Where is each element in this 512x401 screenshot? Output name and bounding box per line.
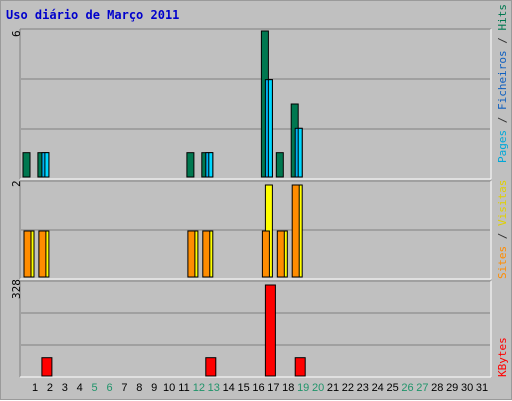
x-tick-label-16: 16 bbox=[252, 382, 265, 394]
x-tick-label-24: 24 bbox=[371, 382, 384, 394]
x-tick-label-25: 25 bbox=[386, 382, 399, 394]
x-tick-label-7: 7 bbox=[121, 382, 128, 394]
bar-kbytes-day-19 bbox=[294, 357, 306, 377]
x-tick-label-27: 27 bbox=[416, 382, 429, 394]
x-tick-label-26: 26 bbox=[401, 382, 414, 394]
panel1-ymax: 6 bbox=[10, 30, 23, 37]
bar-hits-day-18 bbox=[275, 152, 284, 178]
panel-3-bg bbox=[20, 281, 491, 377]
bar-sites-day-2 bbox=[38, 230, 47, 278]
x-tick-label-10: 10 bbox=[162, 382, 176, 394]
x-tick-label-29: 29 bbox=[446, 382, 459, 394]
bar-hits-day-1 bbox=[22, 152, 31, 178]
panel2-ymax: 2 bbox=[10, 180, 23, 187]
bar-pages-day-19 bbox=[297, 127, 303, 178]
bar-pages-day-13 bbox=[208, 152, 214, 178]
x-tick-label-19: 19 bbox=[297, 382, 310, 394]
bar-kbytes-day-17 bbox=[264, 284, 276, 377]
bar-pages-day-17 bbox=[267, 79, 273, 178]
x-tick-label-18: 18 bbox=[282, 382, 295, 394]
x-tick-label-30: 30 bbox=[460, 382, 474, 394]
x-tick-label-17: 17 bbox=[267, 382, 280, 394]
bar-sites-day-18 bbox=[276, 230, 285, 278]
bar-pages-day-2 bbox=[44, 152, 50, 178]
x-tick-label-1: 1 bbox=[31, 382, 39, 394]
x-tick-label-15: 15 bbox=[237, 382, 250, 394]
panel-1-bg bbox=[20, 29, 491, 179]
x-tick-label-31: 31 bbox=[475, 382, 489, 394]
bar-kbytes-day-2 bbox=[41, 357, 53, 377]
x-tick-label-20: 20 bbox=[311, 382, 325, 394]
x-tick-label-21: 21 bbox=[326, 382, 340, 394]
bar-sites-day-17 bbox=[261, 230, 270, 278]
legend-panel2: Sites / Visitas bbox=[496, 179, 509, 279]
legend-visitas: Visitas bbox=[496, 179, 509, 226]
x-tick-label-14: 14 bbox=[222, 382, 235, 394]
legend-panel1: Pages / Ficheiros / Hits bbox=[496, 4, 509, 163]
legend-hits: Hits bbox=[496, 4, 509, 31]
x-tick-label-9: 9 bbox=[151, 382, 158, 394]
panel3-ymax: 328 bbox=[10, 279, 23, 299]
x-tick-label-11: 11 bbox=[178, 382, 190, 394]
x-tick-label-2: 2 bbox=[46, 382, 53, 394]
x-tick-label-3: 3 bbox=[61, 382, 68, 394]
legend-sites: Sites bbox=[496, 245, 509, 279]
x-tick-label-5: 5 bbox=[91, 382, 98, 394]
x-tick-label-28: 28 bbox=[431, 382, 444, 394]
bar-sites-day-13 bbox=[202, 230, 211, 278]
bar-sites-day-12 bbox=[187, 230, 196, 278]
x-tick-label-22: 22 bbox=[341, 382, 355, 394]
x-tick-label-13: 13 bbox=[207, 382, 220, 394]
legend-kbytes: KBytes bbox=[496, 337, 509, 377]
x-tick-label-23: 23 bbox=[356, 382, 369, 394]
bar-sites-day-19 bbox=[291, 184, 300, 278]
chart-title: Uso diário de Março 2011 bbox=[6, 8, 180, 22]
x-tick-label-6: 6 bbox=[106, 382, 113, 394]
x-tick-label-12: 12 bbox=[192, 382, 206, 394]
bar-sites-day-1 bbox=[23, 230, 32, 278]
bar-kbytes-day-13 bbox=[205, 357, 217, 377]
legend-panel3: KBytes bbox=[496, 337, 509, 377]
x-tick-label-8: 8 bbox=[136, 382, 143, 394]
bar-hits-day-12 bbox=[186, 152, 195, 178]
legend-pages: Pages bbox=[496, 129, 509, 163]
x-tick-label-4: 4 bbox=[76, 382, 83, 394]
legend-ficheiros: Ficheiros bbox=[496, 50, 509, 110]
